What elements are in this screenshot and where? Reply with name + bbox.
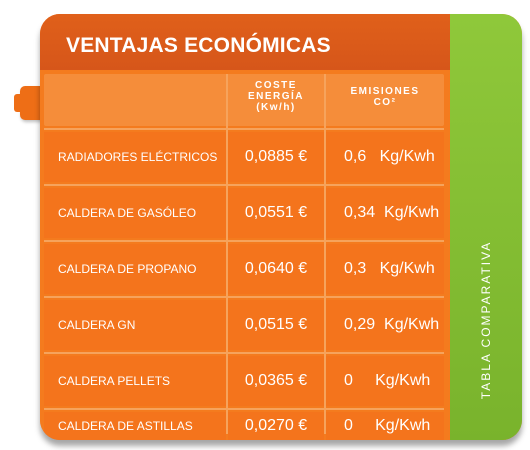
row-emissions: 0,34 Kg/Kwh [326,188,444,238]
comparison-card: VENTAJAS ECONÓMICAS COSTE ENERGÍA (Kw/h)… [40,14,522,440]
sidebar-label: TABLA COMPARATIVA [479,240,493,400]
table-area: VENTAJAS ECONÓMICAS COSTE ENERGÍA (Kw/h)… [40,14,450,440]
row-name: CALDERA DE PROPANO [44,244,226,294]
row-emissions: 0,29 Kg/Kwh [326,300,444,350]
title-bar: VENTAJAS ECONÓMICAS [40,14,450,70]
table-row: CALDERA DE PROPANO 0,0640 € 0,3 Kg/Kwh [44,244,444,294]
column-divider [324,74,326,434]
column-divider [226,74,228,434]
row-divider [44,296,444,298]
row-divider [44,128,444,130]
row-name: RADIADORES ELÉCTRICOS [44,132,226,182]
header-cost: COSTE ENERGÍA (Kw/h) [228,74,324,132]
row-name: CALDERA GN [44,300,226,350]
table-row: CALDERA DE GASÓLEO 0,0551 € 0,34 Kg/Kwh [44,188,444,238]
table-row: CALDERA DE ASTILLAS 0,0270 € 0 Kg/Kwh [44,412,444,440]
header-emissions-line2: CO² [373,97,397,108]
row-cost: 0,0640 € [228,244,324,294]
table-row: CALDERA PELLETS 0,0365 € 0 Kg/Kwh [44,356,444,406]
row-cost: 0,0365 € [228,356,324,406]
row-cost: 0,0270 € [228,412,324,440]
header-emissions: EMISIONES CO² [326,74,444,138]
row-name: CALDERA DE GASÓLEO [44,188,226,238]
row-name: CALDERA PELLETS [44,356,226,406]
row-divider [44,240,444,242]
page-title: VENTAJAS ECONÓMICAS [66,34,331,57]
row-divider [44,184,444,186]
row-emissions: 0,3 Kg/Kwh [326,244,444,294]
row-emissions: 0,6 Kg/Kwh [326,132,444,182]
row-emissions: 0 Kg/Kwh [326,356,444,406]
row-name: CALDERA DE ASTILLAS [44,412,226,440]
header-emissions-line1: EMISIONES [350,86,420,97]
table-row: CALDERA GN 0,0515 € 0,29 Kg/Kwh [44,300,444,350]
row-cost: 0,0885 € [228,132,324,182]
row-cost: 0,0515 € [228,300,324,350]
row-divider [44,352,444,354]
row-divider [44,408,444,410]
header-cost-line1: COSTE [255,80,297,91]
table-row: RADIADORES ELÉCTRICOS 0,0885 € 0,6 Kg/Kw… [44,132,444,182]
row-emissions: 0 Kg/Kwh [326,412,444,440]
comparison-sidebar: TABLA COMPARATIVA [450,14,522,440]
header-empty-cell [44,74,226,126]
row-cost: 0,0551 € [228,188,324,238]
header-cost-line2: ENERGÍA [247,91,305,102]
header-cost-line3: (Kw/h) [256,102,296,113]
table-header: COSTE ENERGÍA (Kw/h) EMISIONES CO² [44,74,444,126]
